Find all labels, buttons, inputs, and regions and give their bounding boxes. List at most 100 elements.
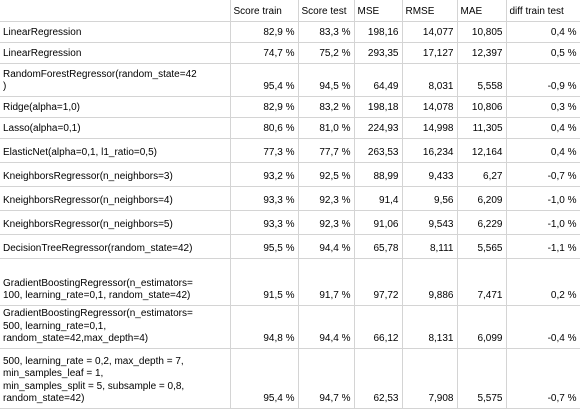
column-header[interactable]: Score train (230, 0, 299, 22)
value-cell[interactable]: 14,078 (402, 96, 458, 118)
value-cell[interactable]: -1,0 % (506, 210, 580, 235)
value-cell[interactable]: 9,886 (402, 258, 458, 306)
model-cell[interactable]: GradientBoostingRegressor(n_estimators= … (0, 305, 231, 349)
value-cell[interactable]: 293,35 (354, 42, 403, 64)
value-cell[interactable]: 0,2 % (506, 258, 580, 306)
column-header[interactable]: MSE (354, 0, 403, 22)
value-cell[interactable]: 5,558 (457, 63, 507, 97)
value-cell[interactable]: 5,575 (457, 348, 507, 409)
value-cell[interactable]: 10,806 (457, 96, 507, 118)
value-cell[interactable]: 0,3 % (506, 96, 580, 118)
model-cell[interactable]: RandomForestRegressor(random_state=42 ) (0, 63, 231, 97)
table-row: KneighborsRegressor(n_neighbors=4) 93,3 %… (0, 186, 580, 211)
value-cell[interactable]: 17,127 (402, 42, 458, 64)
value-cell[interactable]: 263,53 (354, 138, 403, 163)
value-cell[interactable]: 93,3 % (230, 210, 299, 235)
value-cell[interactable]: 94,5 % (298, 63, 355, 97)
value-cell[interactable]: 12,164 (457, 138, 507, 163)
value-cell[interactable]: 11,305 (457, 117, 507, 139)
value-cell[interactable]: 14,998 (402, 117, 458, 139)
model-cell[interactable]: Ridge(alpha=1,0) (0, 96, 231, 118)
value-cell[interactable]: 93,2 % (230, 162, 299, 187)
value-cell[interactable]: 95,5 % (230, 234, 299, 259)
value-cell[interactable]: 14,077 (402, 21, 458, 43)
value-cell[interactable]: 92,3 % (298, 186, 355, 211)
value-cell[interactable]: 94,4 % (298, 234, 355, 259)
model-cell[interactable]: GradientBoostingRegressor(n_estimators= … (0, 258, 231, 306)
value-cell[interactable]: -0,9 % (506, 63, 580, 97)
value-cell[interactable]: 81,0 % (298, 117, 355, 139)
value-cell[interactable]: 9,433 (402, 162, 458, 187)
model-cell[interactable]: 500, learning_rate = 0,2, max_depth = 7,… (0, 348, 231, 409)
column-header[interactable]: RMSE (402, 0, 458, 22)
value-cell[interactable]: 80,6 % (230, 117, 299, 139)
value-cell[interactable]: 95,4 % (230, 63, 299, 97)
column-header[interactable]: diff train test (506, 0, 580, 22)
value-cell[interactable]: 66,12 (354, 305, 403, 349)
value-cell[interactable]: 0,4 % (506, 21, 580, 43)
model-cell[interactable]: DecisionTreeRegressor(random_state=42) (0, 234, 231, 259)
value-cell[interactable]: 82,9 % (230, 96, 299, 118)
value-cell[interactable]: -0,4 % (506, 305, 580, 349)
value-cell[interactable]: 91,7 % (298, 258, 355, 306)
value-cell[interactable]: 82,9 % (230, 21, 299, 43)
model-cell[interactable]: LinearRegression (0, 21, 231, 43)
value-cell[interactable]: 0,4 % (506, 138, 580, 163)
value-cell[interactable]: 94,7 % (298, 348, 355, 409)
value-cell[interactable]: 88,99 (354, 162, 403, 187)
model-cell[interactable]: ElasticNet(alpha=0,1, l1_ratio=0,5) (0, 138, 231, 163)
value-cell[interactable]: 7,908 (402, 348, 458, 409)
value-cell[interactable]: 224,93 (354, 117, 403, 139)
value-cell[interactable]: 8,131 (402, 305, 458, 349)
column-header[interactable] (0, 0, 231, 22)
value-cell[interactable]: 16,234 (402, 138, 458, 163)
value-cell[interactable]: 65,78 (354, 234, 403, 259)
value-cell[interactable]: 6,209 (457, 186, 507, 211)
header-row: Score train Score test MSE RMSE MAE diff trai… (0, 0, 580, 22)
value-cell[interactable]: 77,7 % (298, 138, 355, 163)
value-cell[interactable]: 75,2 % (298, 42, 355, 64)
model-cell[interactable]: LinearRegression (0, 42, 231, 64)
value-cell[interactable]: 91,06 (354, 210, 403, 235)
value-cell[interactable]: 198,16 (354, 21, 403, 43)
value-cell[interactable]: 0,5 % (506, 42, 580, 64)
value-cell[interactable]: 97,72 (354, 258, 403, 306)
value-cell[interactable]: 198,18 (354, 96, 403, 118)
value-cell[interactable]: 5,565 (457, 234, 507, 259)
value-cell[interactable]: 62,53 (354, 348, 403, 409)
value-cell[interactable]: 10,805 (457, 21, 507, 43)
value-cell[interactable]: 64,49 (354, 63, 403, 97)
model-cell[interactable]: KneighborsRegressor(n_neighbors=3) (0, 162, 231, 187)
value-cell[interactable]: 91,5 % (230, 258, 299, 306)
value-cell[interactable]: 9,56 (402, 186, 458, 211)
value-cell[interactable]: 83,2 % (298, 96, 355, 118)
model-cell[interactable]: KneighborsRegressor(n_neighbors=4) (0, 186, 231, 211)
value-cell[interactable]: -1,0 % (506, 186, 580, 211)
value-cell[interactable]: 94,4 % (298, 305, 355, 349)
value-cell[interactable]: 77,3 % (230, 138, 299, 163)
value-cell[interactable]: 8,111 (402, 234, 458, 259)
value-cell[interactable]: 0,4 % (506, 117, 580, 139)
model-cell[interactable]: KneighborsRegressor(n_neighbors=5) (0, 210, 231, 235)
value-cell[interactable]: 6,229 (457, 210, 507, 235)
value-cell[interactable]: 93,3 % (230, 186, 299, 211)
value-cell[interactable]: -0,7 % (506, 162, 580, 187)
value-cell[interactable]: 74,7 % (230, 42, 299, 64)
value-cell[interactable]: 6,099 (457, 305, 507, 349)
column-header[interactable]: Score test (298, 0, 355, 22)
value-cell[interactable]: 91,4 (354, 186, 403, 211)
value-cell[interactable]: 9,543 (402, 210, 458, 235)
value-cell[interactable]: 83,3 % (298, 21, 355, 43)
value-cell[interactable]: 8,031 (402, 63, 458, 97)
value-cell[interactable]: 12,397 (457, 42, 507, 64)
value-cell[interactable]: 92,5 % (298, 162, 355, 187)
value-cell[interactable]: 95,4 % (230, 348, 299, 409)
value-cell[interactable]: 92,3 % (298, 210, 355, 235)
column-header[interactable]: MAE (457, 0, 507, 22)
value-cell[interactable]: -0,7 % (506, 348, 580, 409)
model-cell[interactable]: Lasso(alpha=0,1) (0, 117, 231, 139)
value-cell[interactable]: 94,8 % (230, 305, 299, 349)
value-cell[interactable]: 6,27 (457, 162, 507, 187)
value-cell[interactable]: 7,471 (457, 258, 507, 306)
value-cell[interactable]: -1,1 % (506, 234, 580, 259)
